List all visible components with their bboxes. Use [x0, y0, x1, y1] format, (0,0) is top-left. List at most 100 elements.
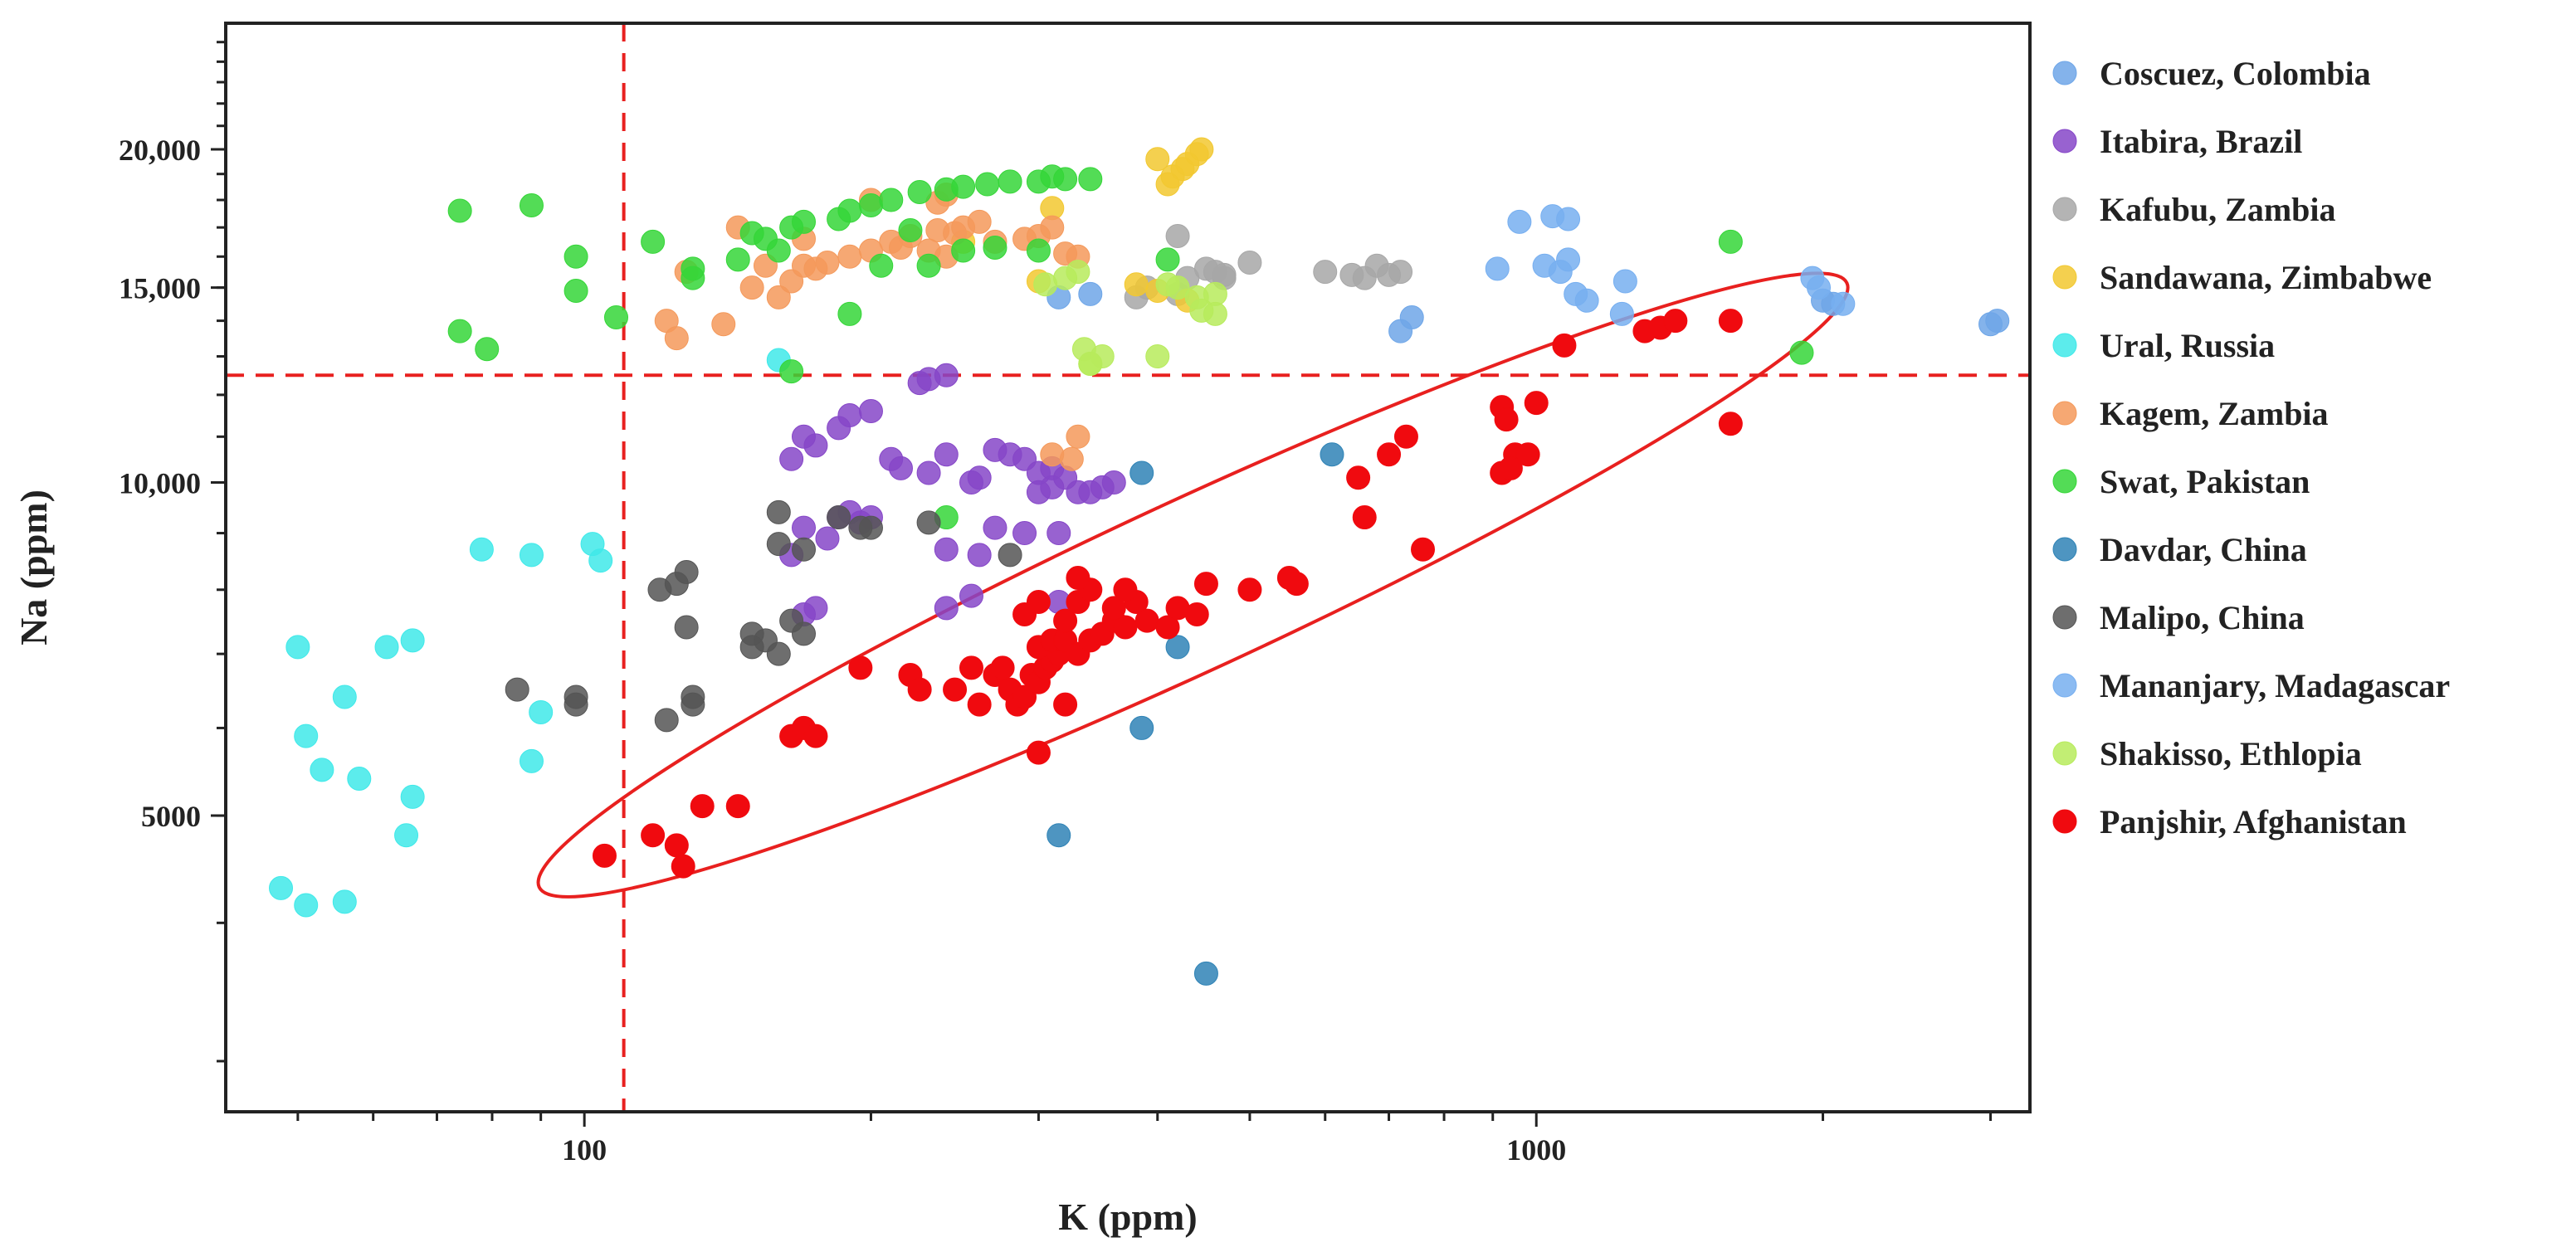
data-point: [1040, 475, 1065, 499]
data-point: [394, 823, 419, 848]
legend-item: Kafubu, Zambia: [2052, 191, 2336, 228]
y-tick-label: 15,000: [119, 272, 201, 305]
data-point: [1377, 442, 1402, 467]
data-point: [664, 833, 689, 858]
data-point: [1515, 442, 1540, 467]
legend-marker: [2052, 129, 2077, 153]
data-point: [967, 209, 992, 234]
data-point: [1807, 275, 1832, 300]
data-point: [1524, 391, 1549, 416]
legend-marker: [2052, 61, 2077, 85]
data-point: [1129, 460, 1154, 485]
data-point: [1066, 260, 1090, 285]
data-point: [1124, 272, 1149, 297]
data-point: [1134, 608, 1159, 633]
data-point: [792, 621, 817, 646]
legend-label: Mananjary, Madagascar: [2100, 667, 2450, 704]
data-point: [469, 537, 494, 562]
data-point: [332, 889, 357, 914]
data-point: [505, 677, 529, 702]
data-point: [967, 543, 992, 568]
data-point: [858, 192, 883, 217]
data-point: [1053, 167, 1078, 192]
data-point: [959, 655, 983, 680]
data-point: [1040, 442, 1065, 467]
data-point: [792, 209, 817, 234]
data-point: [934, 363, 959, 387]
legend-label: Itabira, Brazil: [2100, 123, 2302, 160]
data-point: [848, 655, 873, 680]
x-axis: 100 1000: [296, 1112, 1993, 1167]
legend-item: Panjshir, Afghanistan: [2052, 803, 2407, 840]
data-point: [603, 304, 628, 329]
data-point: [837, 198, 862, 223]
data-point: [1284, 572, 1309, 597]
data-point: [975, 172, 1000, 197]
data-point: [1663, 309, 1688, 334]
data-point: [888, 455, 913, 480]
data-point: [447, 198, 472, 223]
legend: Coscuez, Colombia Itabira, Brazil Kafubu, …: [2052, 55, 2450, 840]
data-point: [671, 854, 695, 879]
legend-label: Malipo, China: [2100, 599, 2305, 636]
data-point: [1101, 470, 1126, 495]
data-point: [1012, 684, 1037, 709]
legend-marker: [2052, 469, 2077, 494]
data-point: [1320, 442, 1344, 467]
y-tick-label: 5000: [141, 800, 201, 833]
data-point: [285, 635, 310, 660]
data-point: [983, 235, 1007, 260]
legend-label: Kafubu, Zambia: [2100, 191, 2336, 228]
data-point: [766, 641, 791, 666]
data-point: [792, 537, 817, 562]
data-point: [1155, 272, 1180, 297]
legend-marker: [2052, 537, 2077, 562]
data-point: [990, 655, 1015, 680]
legend-marker: [2052, 265, 2077, 290]
legend-marker: [2052, 401, 2077, 426]
data-point: [1313, 260, 1338, 285]
data-point: [837, 403, 862, 428]
data-point: [766, 532, 791, 557]
data-point: [269, 875, 294, 900]
data-point: [1066, 424, 1090, 449]
data-point: [907, 179, 932, 204]
data-point: [1053, 608, 1078, 633]
data-point: [400, 784, 425, 809]
data-point: [1026, 589, 1051, 614]
x-tick-label: 100: [562, 1133, 607, 1167]
data-point: [1985, 309, 2010, 334]
data-point: [294, 893, 319, 918]
data-point: [1040, 215, 1065, 240]
x-tick-label: 1000: [1506, 1133, 1566, 1167]
data-point: [294, 723, 319, 748]
legend-marker: [2052, 673, 2077, 698]
data-point: [1718, 412, 1743, 436]
data-point: [690, 794, 715, 819]
data-points: [269, 137, 2010, 986]
series-11: [592, 309, 1743, 879]
data-point: [1498, 455, 1523, 480]
data-point: [934, 442, 959, 467]
legend-label: Swat, Pakistan: [2100, 463, 2310, 500]
data-point: [654, 708, 679, 733]
data-point: [1026, 740, 1051, 765]
data-point: [1718, 229, 1743, 254]
data-point: [998, 169, 1022, 194]
data-point: [310, 758, 334, 782]
data-point: [1026, 238, 1051, 263]
data-point: [998, 543, 1022, 568]
data-point: [898, 218, 923, 243]
data-point: [943, 677, 968, 702]
data-point: [779, 446, 804, 471]
data-point: [1556, 207, 1581, 231]
data-point: [1012, 521, 1037, 546]
legend-item: Kagem, Zambia: [2052, 395, 2329, 432]
legend-item: Shakisso, Ethlopia: [2052, 735, 2362, 772]
data-point: [1145, 344, 1170, 369]
data-point: [725, 247, 750, 272]
data-point: [1609, 301, 1634, 326]
data-point: [837, 301, 862, 326]
data-point: [475, 337, 500, 362]
series-4: [269, 348, 791, 918]
